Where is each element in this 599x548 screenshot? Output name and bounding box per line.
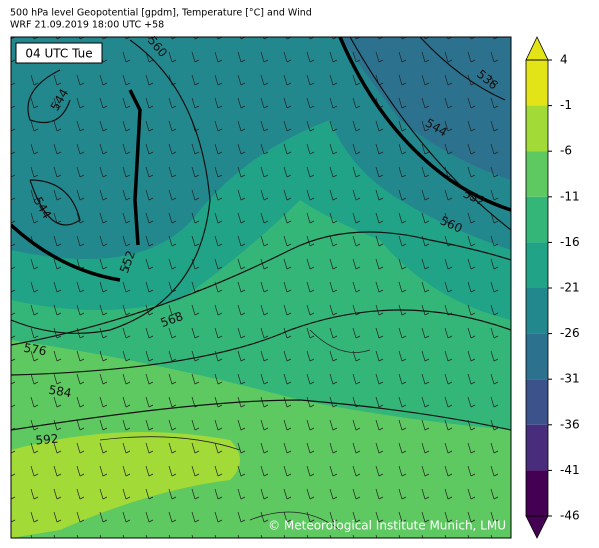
colorbar-band xyxy=(526,424,548,471)
colorbar-tick-label: -31 xyxy=(560,372,580,386)
colorbar-band xyxy=(526,379,548,425)
title: 500 hPa level Geopotential [gpdm], Tempe… xyxy=(10,8,312,19)
time-label: 04 UTC Tue xyxy=(25,47,92,61)
contours xyxy=(11,37,511,431)
colorbar-band xyxy=(526,333,548,380)
colorbar-extend xyxy=(525,36,549,61)
colorbar-tick-label: -46 xyxy=(560,509,580,523)
colorbar-tick-label: -11 xyxy=(560,189,580,203)
colorbar-band xyxy=(526,151,548,197)
colorbar-tick-label: -41 xyxy=(560,463,580,477)
colorbar-band xyxy=(526,105,548,152)
contour-label: 576 xyxy=(23,341,48,359)
colorbar-band xyxy=(526,470,548,516)
colorbar-band xyxy=(526,196,548,243)
colorbar-tick-label: -6 xyxy=(560,144,572,158)
contour-label: 584 xyxy=(48,383,73,401)
contour-label: 592 xyxy=(35,432,59,448)
subtitle: WRF 21.09.2019 18:00 UTC +58 xyxy=(10,20,164,31)
colorbar: 4 -1 -6 -11 -16 -21 -26 -31 -36 -41 -46 xyxy=(525,36,580,539)
colorbar-band xyxy=(526,60,548,106)
colorbar-band xyxy=(526,242,548,288)
credit: © Meteorological Institute Munich, LMU xyxy=(268,519,506,533)
colorbar-tick-label: -16 xyxy=(560,235,580,249)
map-frame xyxy=(10,36,512,539)
colorbar-tick-label: -1 xyxy=(560,98,572,112)
colorbar-tick-label: -36 xyxy=(560,417,580,431)
colorbar-tick-label: 4 xyxy=(560,53,568,67)
wind-barbs xyxy=(11,37,511,538)
map xyxy=(11,37,511,538)
colorbar-tick-label: -21 xyxy=(560,281,580,295)
colorbar-band xyxy=(526,288,548,334)
time-box xyxy=(15,42,103,64)
colorbar-tick-label: -26 xyxy=(560,326,580,340)
colorbar-extend xyxy=(525,515,549,539)
